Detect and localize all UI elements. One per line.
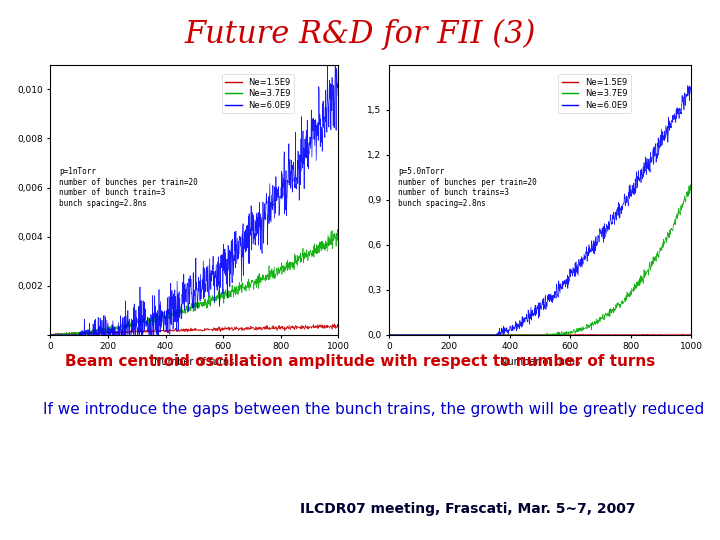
Legend: Ne=1.5E9, Ne=3.7E9, Ne=6.0E9: Ne=1.5E9, Ne=3.7E9, Ne=6.0E9 [558,75,631,113]
Text: p=1nTorr
number of bunches per train=20
number of bunch train=3
bunch spacing=2.: p=1nTorr number of bunches per train=20 … [59,167,198,207]
Text: Future R&D for FII (3): Future R&D for FII (3) [184,19,536,50]
Text: ILCDR07 meeting, Frascati, Mar. 5~7, 2007: ILCDR07 meeting, Frascati, Mar. 5~7, 200… [300,502,636,516]
Text: Beam centroid oscillation amplitude with respect to number of turns: Beam centroid oscillation amplitude with… [65,354,655,369]
X-axis label: Number of turns: Number of turns [154,357,235,367]
Text: If we introduce the gaps between the bunch trains, the growth will be greatly re: If we introduce the gaps between the bun… [43,402,704,417]
Text: p=5.0nTorr
number of bunches per train=20
number of bunch trains=3
bunch spacing: p=5.0nTorr number of bunches per train=2… [398,167,536,207]
Legend: Ne=1.5E9, Ne=3.7E9, Ne=6.0E9: Ne=1.5E9, Ne=3.7E9, Ne=6.0E9 [222,75,294,113]
X-axis label: Number of turns: Number of turns [500,357,580,367]
